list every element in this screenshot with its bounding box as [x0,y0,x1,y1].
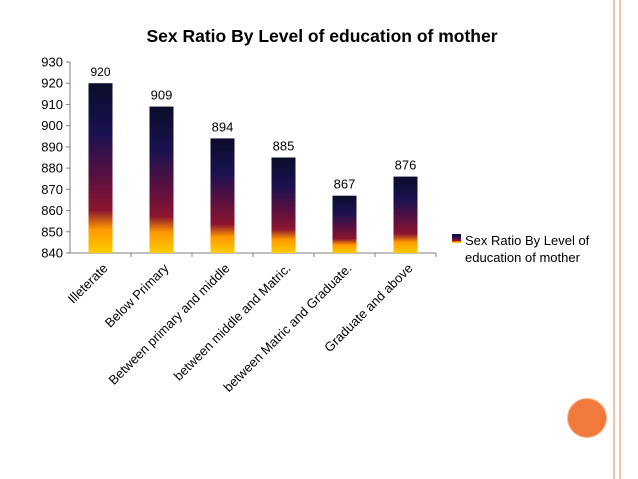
data-label: 920 [90,65,110,79]
x-category-label: Illeterate [65,261,111,307]
bar [88,83,113,253]
y-tick-label: 890 [41,139,63,154]
x-category-label: Between primary and middle [106,261,233,388]
y-tick-label: 910 [41,97,63,112]
x-category-label: between Matric and Graduate. [220,261,354,395]
bar [210,138,235,253]
data-label: 909 [151,88,173,103]
data-label: 867 [334,177,356,192]
y-tick-label: 920 [41,76,63,91]
y-tick-label: 860 [41,203,63,218]
data-label: 876 [395,158,417,173]
y-tick-label: 840 [41,246,63,261]
legend-swatch [452,234,461,243]
legend-label: education of mother [465,250,581,265]
chart-title: Sex Ratio By Level of education of mothe… [146,26,497,46]
y-tick-label: 900 [41,118,63,133]
y-tick-label: 850 [41,224,63,239]
data-label: 885 [273,139,295,154]
slide-border-line-right [619,0,621,479]
bar [393,176,418,253]
bar [149,106,174,253]
legend-label: Sex Ratio By Level of [465,233,590,248]
data-label: 894 [212,119,234,134]
slide-border-line-left [613,0,615,479]
bar [332,195,357,253]
y-tick-label: 870 [41,182,63,197]
y-tick-label: 880 [41,161,63,176]
decorative-circle [568,399,606,437]
y-tick-label: 930 [41,55,63,70]
bar [271,157,296,253]
plot-area: 840 850 860 870 880 890 900 910 920 930 920 Illeter… [41,55,437,395]
x-category-label: between middle and Matric. [171,261,294,384]
legend: Sex Ratio By Level of education of mother [452,233,590,265]
